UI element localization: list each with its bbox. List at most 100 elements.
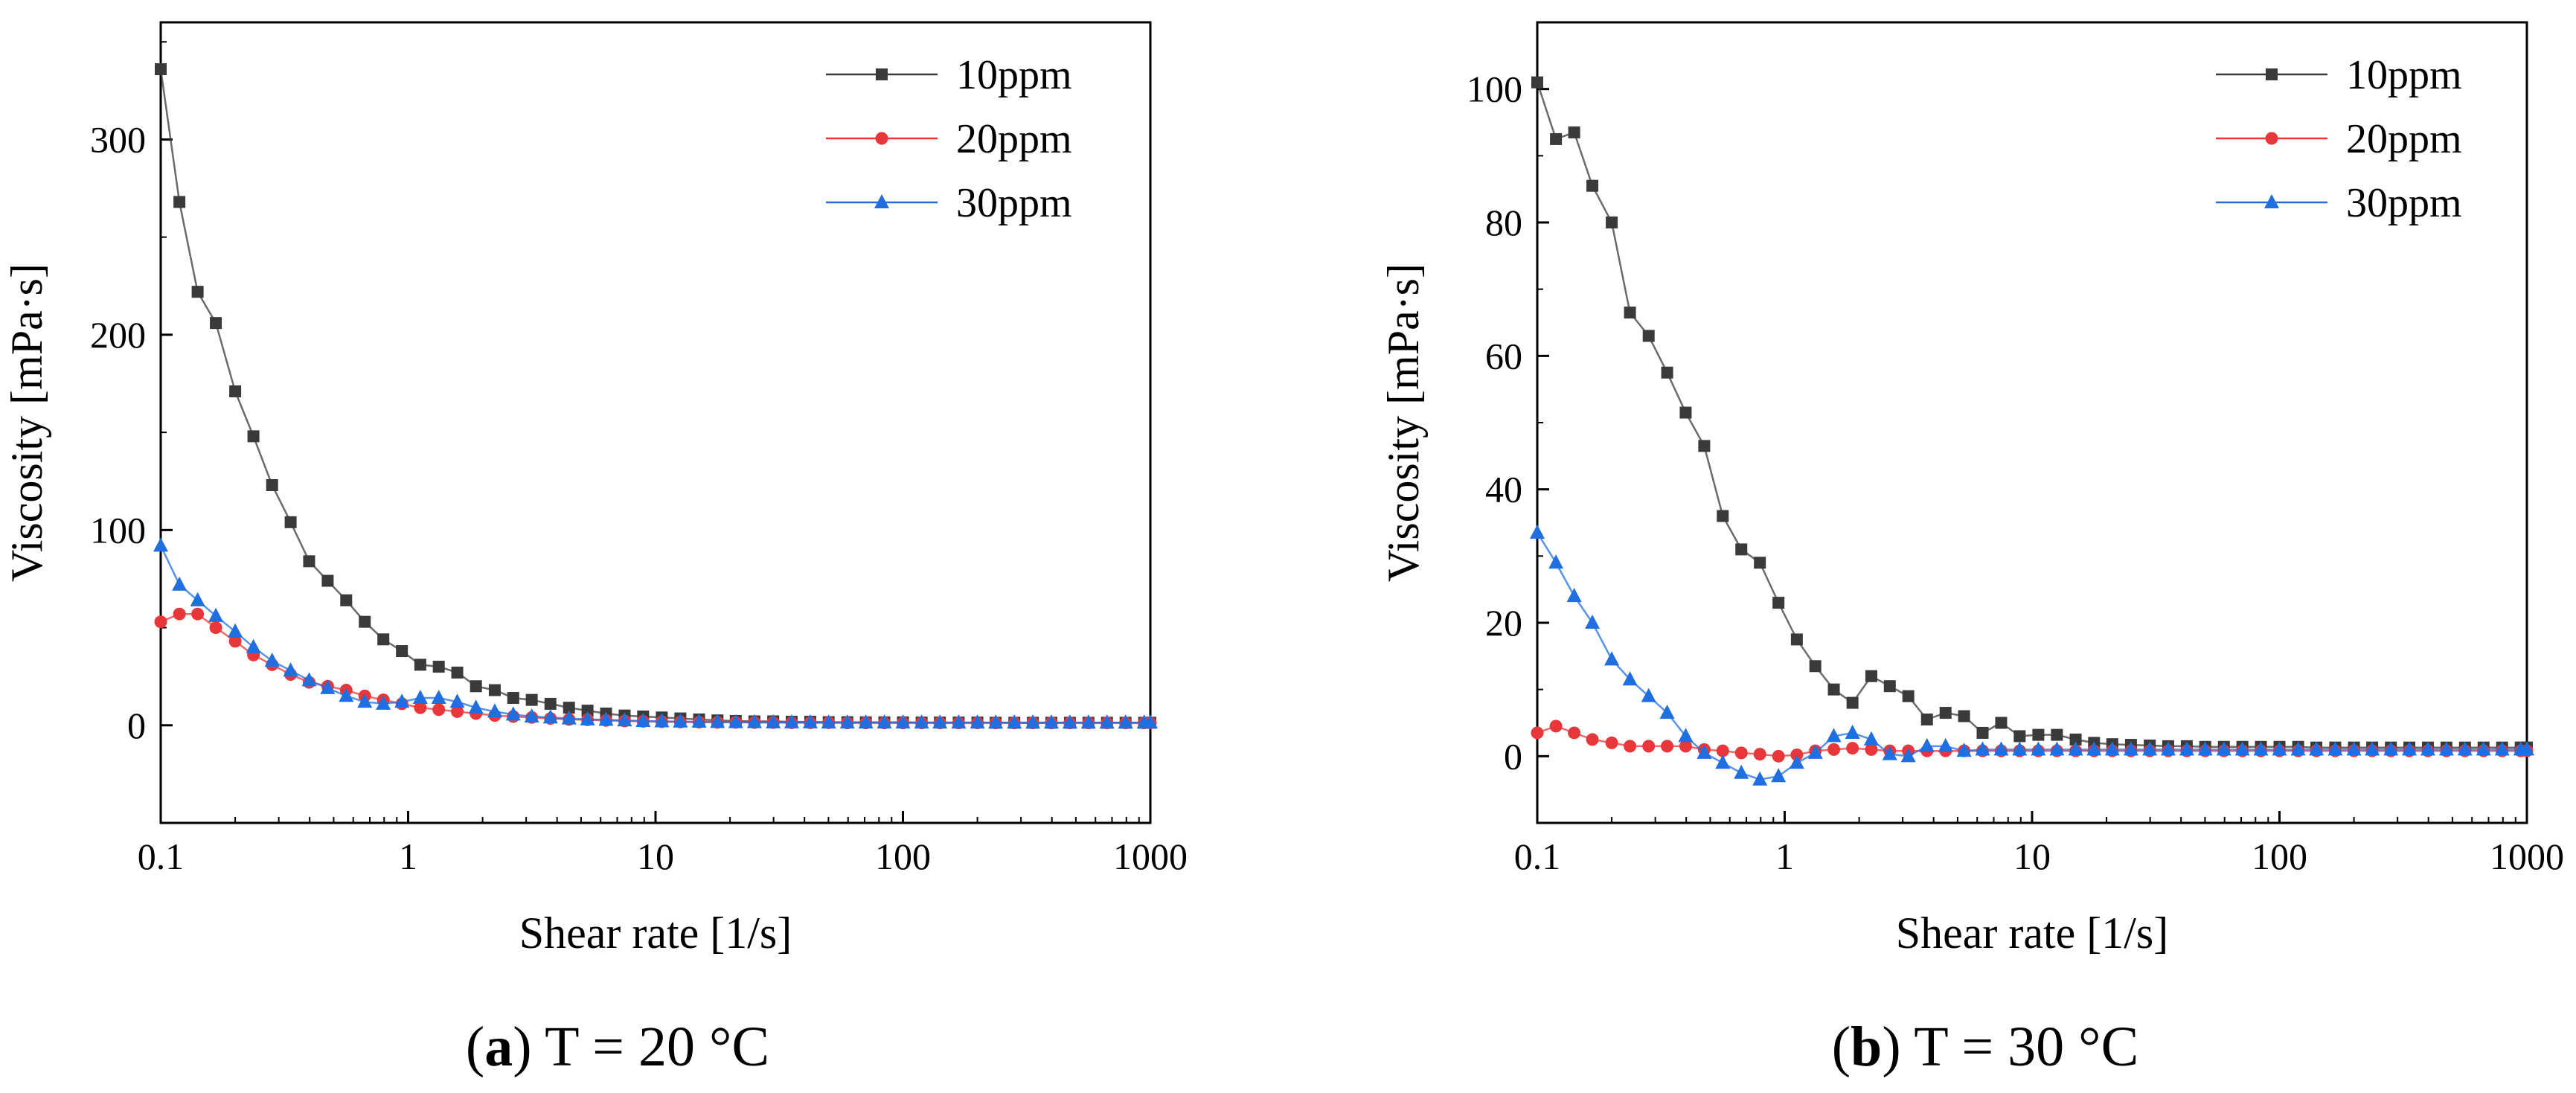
data-point-10ppm <box>1661 366 1673 379</box>
data-point-30ppm <box>1530 524 1545 539</box>
data-point-10ppm <box>1809 660 1822 673</box>
y-tick-label: 60 <box>1485 335 1522 376</box>
data-point-20ppm <box>1549 719 1563 733</box>
data-point-30ppm <box>1585 615 1601 629</box>
caption-open-paren: ( <box>466 1016 484 1078</box>
caption-label: a <box>484 1016 513 1078</box>
data-point-30ppm <box>2068 741 2083 756</box>
y-tick-label: 20 <box>1485 602 1522 644</box>
data-point-10ppm <box>488 684 501 696</box>
data-point-30ppm <box>172 576 188 591</box>
legend-label-30ppm: 30ppm <box>956 180 1072 226</box>
x-axis-title: Shear rate [1/s] <box>519 908 792 958</box>
data-point-20ppm <box>1772 749 1785 763</box>
data-point-10ppm <box>1939 707 1952 719</box>
data-point-10ppm <box>1883 680 1896 693</box>
data-point-10ppm <box>525 693 538 706</box>
data-point-10ppm <box>1827 683 1840 696</box>
data-point-10ppm <box>396 645 408 658</box>
data-point-30ppm <box>2290 741 2306 756</box>
data-point-30ppm <box>2049 741 2065 756</box>
data-point-30ppm <box>673 713 688 728</box>
data-point-30ppm <box>691 714 707 728</box>
data-point-10ppm <box>321 574 334 587</box>
caption-title: ) T = 30 °C <box>1882 1016 2138 1078</box>
data-point-20ppm <box>1827 743 1841 756</box>
data-point-30ppm <box>2142 741 2158 756</box>
y-tick-label: 300 <box>90 118 146 160</box>
data-point-30ppm <box>2327 741 2343 756</box>
series-20ppm <box>154 607 1157 730</box>
data-point-30ppm <box>914 714 929 729</box>
data-point-20ppm <box>1531 726 1544 740</box>
data-point-30ppm <box>153 537 168 552</box>
series-10ppm <box>1531 76 2533 754</box>
data-point-30ppm <box>1715 754 1731 769</box>
data-point-20ppm <box>209 621 222 635</box>
data-point-10ppm <box>1902 690 1915 702</box>
data-point-30ppm <box>2346 741 2362 756</box>
data-point-20ppm <box>1586 733 1599 746</box>
data-point-10ppm <box>191 286 204 298</box>
data-point-10ppm <box>2032 728 2045 741</box>
data-point-30ppm <box>2012 741 2028 756</box>
data-point-20ppm <box>1624 740 1637 753</box>
x-tick-label: 10 <box>2013 836 2051 877</box>
data-point-10ppm <box>229 385 242 398</box>
data-point-30ppm <box>1025 714 1041 729</box>
data-point-30ppm <box>357 693 373 708</box>
data-point-20ppm <box>1734 746 1748 760</box>
data-point-30ppm <box>728 714 743 728</box>
data-point-20ppm <box>451 705 464 718</box>
data-point-10ppm <box>2051 728 2063 741</box>
data-point-30ppm <box>970 714 985 729</box>
chart-b: 0.1 1 10 100 1000 0 20 40 60 80 100 Shear rate [1/s… <box>1379 21 2564 1078</box>
y-axis-title: Viscosity [mPa·s] <box>2 263 51 582</box>
data-point-30ppm <box>654 713 670 728</box>
data-point-10ppm <box>581 705 594 717</box>
data-point-30ppm <box>320 679 336 694</box>
x-tick-label: 100 <box>875 836 931 877</box>
data-point-30ppm <box>1678 728 1694 743</box>
data-point-20ppm <box>173 607 186 621</box>
x-tick-label: 1000 <box>2490 836 2564 877</box>
y-axis-title: Viscosity [mPa·s] <box>1379 263 1428 582</box>
data-point-10ppm <box>1920 714 1933 726</box>
data-point-20ppm <box>228 635 242 648</box>
data-point-10ppm <box>1735 543 1748 556</box>
data-point-30ppm <box>1752 771 1768 786</box>
data-point-30ppm <box>2179 741 2194 756</box>
data-point-10ppm <box>1679 406 1692 419</box>
y-tick-label: 0 <box>127 705 146 746</box>
series-line-20ppm <box>160 612 1150 724</box>
data-point-10ppm <box>470 680 482 693</box>
data-point-10ppm <box>210 317 222 330</box>
data-point-20ppm <box>1642 740 1656 753</box>
data-point-30ppm <box>246 638 261 653</box>
data-point-20ppm <box>1605 736 1618 749</box>
data-point-10ppm <box>1606 217 1618 228</box>
data-point-10ppm <box>247 430 260 443</box>
data-point-30ppm <box>2402 741 2418 756</box>
data-point-30ppm <box>1659 705 1675 719</box>
data-point-30ppm <box>542 709 558 724</box>
data-point-20ppm <box>1846 742 1859 755</box>
data-point-10ppm <box>1995 717 2008 729</box>
data-point-30ppm <box>1062 714 1077 729</box>
series-30ppm <box>1530 524 2534 786</box>
caption: (a) T = 20 °C <box>466 1016 769 1078</box>
data-point-20ppm <box>414 701 427 714</box>
data-point-30ppm <box>2476 741 2491 756</box>
data-point-30ppm <box>988 714 1004 729</box>
data-point-30ppm <box>1882 746 1897 760</box>
data-point-30ppm <box>1622 671 1638 686</box>
data-point-30ppm <box>1956 743 1972 757</box>
data-point-10ppm <box>414 658 426 671</box>
data-point-30ppm <box>301 672 317 687</box>
data-point-10ppm <box>1976 726 1989 739</box>
data-point-30ppm <box>2123 741 2138 756</box>
data-point-30ppm <box>895 714 911 729</box>
legend-label-20ppm: 20ppm <box>2346 116 2462 162</box>
data-point-30ppm <box>821 714 836 729</box>
data-point-30ppm <box>208 607 224 622</box>
